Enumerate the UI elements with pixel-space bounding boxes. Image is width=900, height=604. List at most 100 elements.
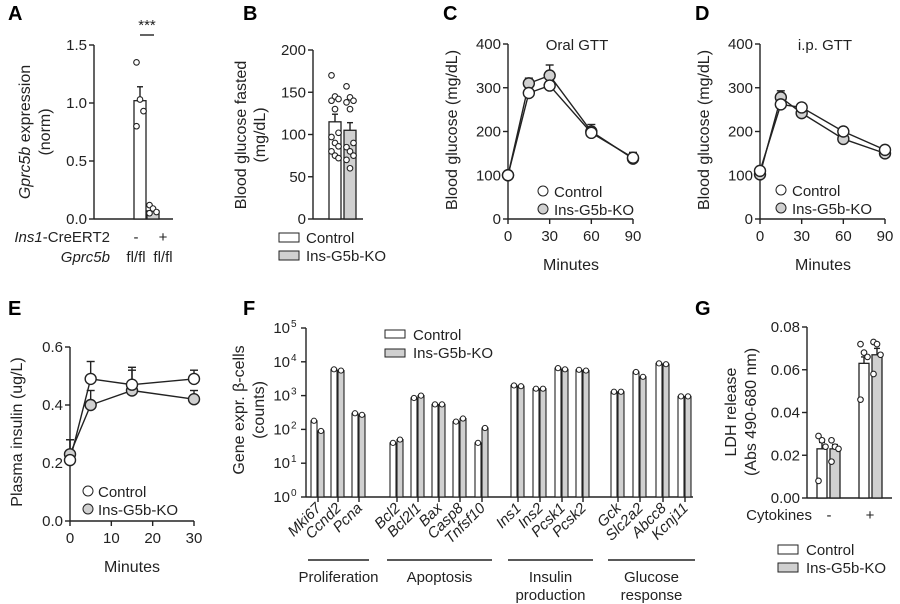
f-bar-ko xyxy=(396,439,404,498)
f-data-point xyxy=(582,367,590,374)
f-data-point xyxy=(310,417,318,424)
e-x-tick-label: 10 xyxy=(103,530,120,547)
legend-ko: Ins-G5b-KO xyxy=(806,560,886,577)
f-data-point xyxy=(474,439,482,446)
f-bar-control xyxy=(452,421,460,498)
d-y-tick-label: 400 xyxy=(728,36,753,53)
f-bar-ko xyxy=(617,391,625,498)
a-data-point xyxy=(133,59,140,66)
legend-swatch-control xyxy=(278,232,300,243)
f-data-point xyxy=(532,385,540,392)
a-data-point xyxy=(140,107,147,115)
b-data-point xyxy=(328,133,335,141)
f-bar-ko xyxy=(639,376,647,498)
b-data-point xyxy=(328,71,335,79)
f-data-point xyxy=(561,366,569,373)
d-y-tick-label: 0 xyxy=(745,211,753,228)
e-y-tick-label: 0.4 xyxy=(42,397,63,414)
f-bar-control xyxy=(510,384,518,498)
d-series-line-control xyxy=(759,103,886,172)
f-bar-ko xyxy=(517,385,525,498)
b-data-point xyxy=(343,143,350,151)
f-data-point xyxy=(632,368,640,376)
e-data-point-control xyxy=(63,453,77,467)
d-xlabel: Minutes xyxy=(795,257,851,274)
legend-control: Control xyxy=(554,184,602,201)
e-data-point-ko xyxy=(187,393,201,406)
legend-control: Control xyxy=(792,183,840,200)
e-ylabel: Plasma insulin (ug/L) xyxy=(9,357,26,506)
panel-label-f: F xyxy=(243,298,255,320)
f-data-point xyxy=(317,427,325,435)
f-y-tick-exponent: 2 xyxy=(291,420,297,431)
b-y-tick-label: 200 xyxy=(281,42,306,59)
f-data-point xyxy=(639,373,647,380)
e-y-tick-label: 0.2 xyxy=(42,455,63,472)
f-y-tick-label: 10 xyxy=(273,455,290,472)
f-data-point xyxy=(396,436,404,443)
panel-label-d: D xyxy=(695,3,709,25)
f-group-label: production xyxy=(515,587,585,604)
legend-ko: Ins-G5b-KO xyxy=(792,201,872,218)
f-y-tick-label: 10 xyxy=(273,388,290,405)
g-data-point xyxy=(877,351,884,359)
g-y-tick-label: 0.00 xyxy=(771,490,800,507)
g-data-point xyxy=(822,443,829,451)
e-legend: Control Ins-G5b-KO xyxy=(82,484,178,519)
e-data-point-control xyxy=(125,378,139,391)
f-y-tick-label: 10 xyxy=(273,354,290,371)
f-y-tick-label: 10 xyxy=(273,320,290,337)
f-data-point xyxy=(389,439,397,446)
b-data-point xyxy=(346,105,354,113)
f-y-tick-exponent: 5 xyxy=(291,319,297,330)
b-data-point xyxy=(350,97,357,105)
f-data-point xyxy=(684,393,692,400)
e-y-tick-label: 0.0 xyxy=(42,513,63,530)
f-bar-control xyxy=(610,391,618,498)
a-data-point xyxy=(146,209,153,217)
f-data-point xyxy=(358,411,366,418)
g-xrow-value-2: + xyxy=(866,507,875,524)
f-bar-ko xyxy=(561,368,569,498)
g-data-point xyxy=(815,477,822,485)
f-bar-control xyxy=(532,388,540,498)
legend-swatch-ko xyxy=(278,250,300,261)
a-row2-value-2: fl/fl xyxy=(153,249,172,266)
legend-ko: Ins-G5b-KO xyxy=(306,248,386,265)
g-data-point xyxy=(870,370,877,378)
legend-marker-ko xyxy=(537,203,549,215)
b-data-point xyxy=(328,148,335,155)
g-data-point xyxy=(828,436,835,444)
g-ylabel: LDH release xyxy=(723,367,740,456)
g-xrow-label: Cytokines xyxy=(746,507,812,524)
b-y-tick-label: 50 xyxy=(289,169,306,186)
b-ylabel-2: (mg/dL) xyxy=(252,107,269,162)
g-data-point xyxy=(864,353,871,361)
f-bar-control xyxy=(389,442,397,498)
g-legend: Control Ins-G5b-KO xyxy=(777,542,886,577)
f-data-point xyxy=(417,392,425,399)
f-bar-ko xyxy=(459,417,467,498)
f-group-label: Glucose xyxy=(624,569,679,586)
f-bar-ko xyxy=(337,370,345,498)
a-row2-label: Gprc5b xyxy=(61,249,110,266)
c-legend: Control Ins-G5b-KO xyxy=(537,184,634,219)
b-y-tick-label: 150 xyxy=(281,84,306,101)
f-data-point xyxy=(351,410,359,417)
g-bar-control xyxy=(858,362,870,499)
c-y-tick-label: 400 xyxy=(476,36,501,53)
d-data-point-control xyxy=(753,164,767,178)
c-data-point-control xyxy=(543,79,556,92)
c-data-point-control xyxy=(522,86,536,100)
f-bar-control xyxy=(410,397,418,498)
c-ylabel: Blood glucose (mg/dL) xyxy=(444,50,461,210)
b-data-point xyxy=(346,164,354,172)
e-x-tick-label: 30 xyxy=(186,530,203,547)
c-series-line-control xyxy=(507,84,634,176)
f-bar-control xyxy=(575,369,583,498)
c-title: Oral GTT xyxy=(546,37,609,54)
f-ylabel-2: (counts) xyxy=(251,381,268,439)
f-bar-ko xyxy=(438,403,446,498)
d-data-point-control xyxy=(837,125,850,138)
